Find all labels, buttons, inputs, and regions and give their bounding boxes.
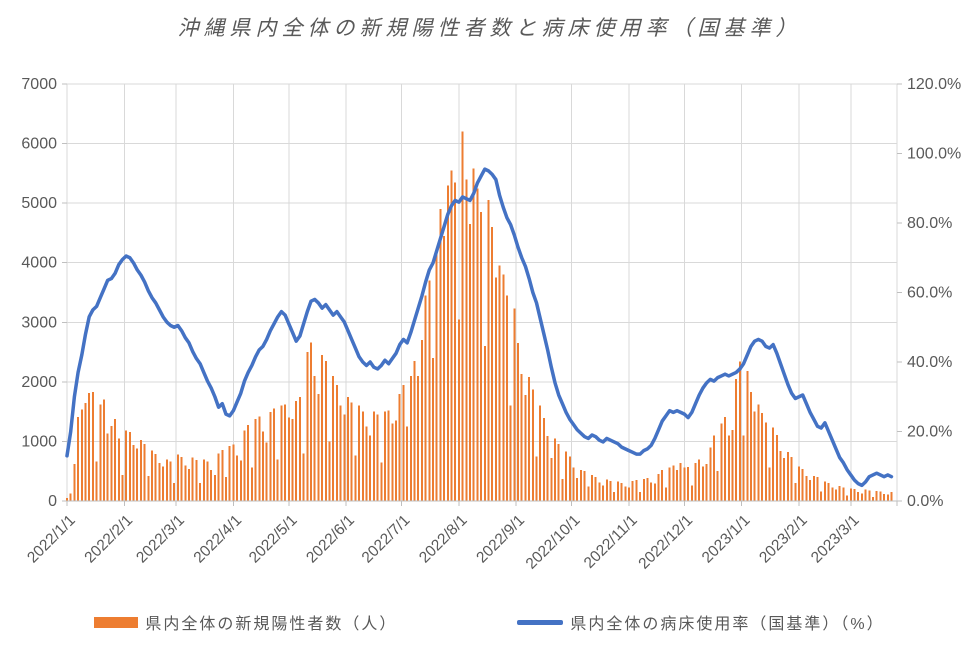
svg-text:40.0%: 40.0% — [907, 354, 952, 371]
svg-text:120.0%: 120.0% — [907, 76, 961, 93]
svg-text:0.0%: 0.0% — [907, 493, 943, 510]
legend-rate-label: 県内全体の病床使用率（国基準）（%） — [570, 616, 885, 633]
svg-text:2022/11/1: 2022/11/1 — [581, 512, 641, 572]
rate-line-series — [65, 167, 894, 488]
svg-text:3000: 3000 — [21, 314, 57, 331]
svg-text:20.0%: 20.0% — [907, 424, 952, 441]
svg-text:2022/7/1: 2022/7/1 — [359, 512, 414, 567]
svg-text:2022/10/1: 2022/10/1 — [523, 512, 584, 573]
svg-text:2023/3/1: 2023/3/1 — [808, 512, 863, 567]
left-axis-labels: 0 1000 2000 3000 4000 5000 6000 7000 — [21, 76, 57, 510]
svg-text:2022/8/1: 2022/8/1 — [416, 512, 471, 567]
svg-text:2022/1/1: 2022/1/1 — [24, 512, 79, 567]
chart-title: 沖縄県内全体の新規陽性者数と病床使用率（国基準） — [177, 17, 802, 40]
chart-legend: 県内全体の新規陽性者数（人） 県内全体の病床使用率（国基準）（%） — [0, 610, 979, 634]
svg-text:4000: 4000 — [21, 255, 57, 272]
bars-series — [66, 131, 893, 502]
legend-cases-swatch — [94, 616, 139, 628]
chart-canvas: 0 1000 2000 3000 4000 5000 6000 7000 0.0% 20.0% 40… — [21, 76, 961, 573]
svg-text:1000: 1000 — [21, 433, 57, 450]
svg-text:2022/6/1: 2022/6/1 — [303, 512, 358, 567]
svg-text:2000: 2000 — [21, 374, 57, 391]
svg-text:2022/3/1: 2022/3/1 — [133, 512, 188, 567]
legend-item-cases: 県内全体の新規陽性者数（人） — [94, 610, 397, 634]
svg-text:2022/5/1: 2022/5/1 — [246, 512, 301, 567]
svg-text:2022/9/1: 2022/9/1 — [473, 512, 528, 567]
svg-text:0: 0 — [48, 493, 57, 510]
svg-text:6000: 6000 — [21, 136, 57, 153]
svg-text:100.0%: 100.0% — [907, 146, 961, 163]
legend-item-rate: 県内全体の病床使用率（国基準）（%） — [517, 610, 884, 634]
svg-text:2023/1/1: 2023/1/1 — [699, 512, 754, 567]
svg-text:2023/2/1: 2023/2/1 — [756, 512, 811, 567]
svg-text:80.0%: 80.0% — [907, 215, 952, 232]
legend-rate-swatch — [517, 619, 564, 625]
x-axis-line — [62, 83, 902, 506]
right-axis-labels: 0.0% 20.0% 40.0% 60.0% 80.0% 100.0% 120.0% — [907, 76, 961, 510]
svg-text:2022/12/1: 2022/12/1 — [635, 512, 696, 573]
svg-text:2022/2/1: 2022/2/1 — [81, 512, 136, 567]
svg-text:60.0%: 60.0% — [907, 285, 952, 302]
svg-text:5000: 5000 — [21, 195, 57, 212]
legend-cases-label: 県内全体の新規陽性者数（人） — [145, 616, 398, 633]
svg-text:7000: 7000 — [21, 76, 57, 93]
svg-text:2022/4/1: 2022/4/1 — [191, 512, 246, 567]
